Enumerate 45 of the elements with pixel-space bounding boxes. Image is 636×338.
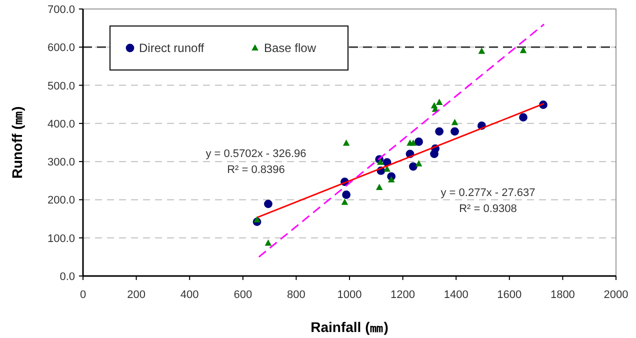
y-tick-label: 700.0 [47,4,75,16]
point [376,184,383,190]
x-axis-title: Rainfall (㎜) [310,319,388,335]
point [519,113,528,122]
x-tick-label: 1200 [390,289,416,301]
point [415,160,422,166]
point [388,176,395,182]
point [414,138,423,146]
point [377,158,384,165]
y-tick-label: 400.0 [47,118,75,130]
point [264,200,272,208]
annotation: y = 0.277x - 27.637 R² = 0.9308 [440,187,536,215]
y-tick-label: 0.0 [60,271,75,283]
x-tick-label: 2000 [604,289,628,301]
point [410,139,417,146]
point [342,139,350,146]
x-tick-label: 0 [80,289,86,301]
y-tick-label: 600.0 [47,42,75,54]
x-tick-label: 1600 [497,289,522,301]
point [435,127,444,136]
annotation: y = 0.5702x - 326.96 R² = 0.8396 [206,148,306,176]
y-tick-label: 300.0 [47,156,75,169]
legend-label: Base flow [264,41,316,55]
point [342,190,350,199]
point [520,46,527,54]
x-tick-label: 400 [180,289,199,301]
x-tick-label: 1400 [444,289,468,301]
point [436,98,443,105]
x-tick-label: 1000 [337,289,362,301]
legend-label: Direct runoff [139,41,205,55]
x-tick-label: 200 [127,289,146,301]
x-tick-label: 1800 [550,289,575,301]
x-tick-label: 800 [287,289,306,301]
point [341,198,348,205]
y-tick-label: 200.0 [47,194,75,207]
y-tick-label: 100.0 [47,232,75,245]
x-tick-label: 600 [234,289,252,301]
y-tick-label: 500.0 [47,80,75,92]
point [478,48,486,54]
point [450,127,459,136]
point [451,118,458,126]
point [254,216,260,222]
y-axis-title: Runoff (㎜) [9,106,25,179]
point [264,239,272,246]
point [408,162,418,171]
